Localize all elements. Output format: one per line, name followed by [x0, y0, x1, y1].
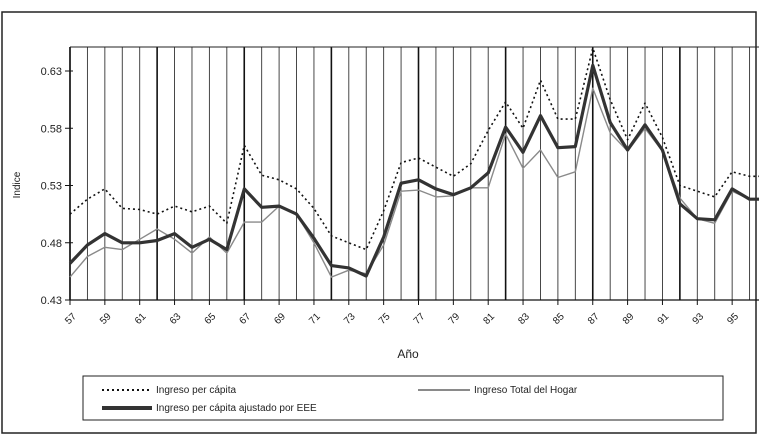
chart-border: [1, 11, 757, 434]
y-axis-title: Indice: [12, 171, 23, 198]
y-tick-label: 0.43: [41, 295, 62, 307]
y-tick-label: 0.53: [41, 181, 62, 193]
y-tick-label: 0.63: [41, 66, 62, 78]
legend-label-per-capita: Ingreso per cápita: [156, 385, 236, 396]
legend-label-ajustado: Ingreso per cápita ajustado por EEE: [156, 403, 317, 414]
legend-box: [82, 375, 724, 421]
legend: Ingreso per cápita Ingreso Total del Hog…: [82, 375, 724, 421]
x-axis-title: Año: [397, 347, 419, 361]
y-tick-label: 0.58: [41, 123, 62, 135]
series-lines: [68, 47, 759, 278]
y-tick-label: 0.48: [41, 238, 62, 250]
legend-label-total-hogar: Ingreso Total del Hogar: [474, 385, 578, 396]
series-line-0: [69, 47, 759, 251]
axes: [65, 46, 759, 305]
series-line-2: [68, 63, 759, 278]
